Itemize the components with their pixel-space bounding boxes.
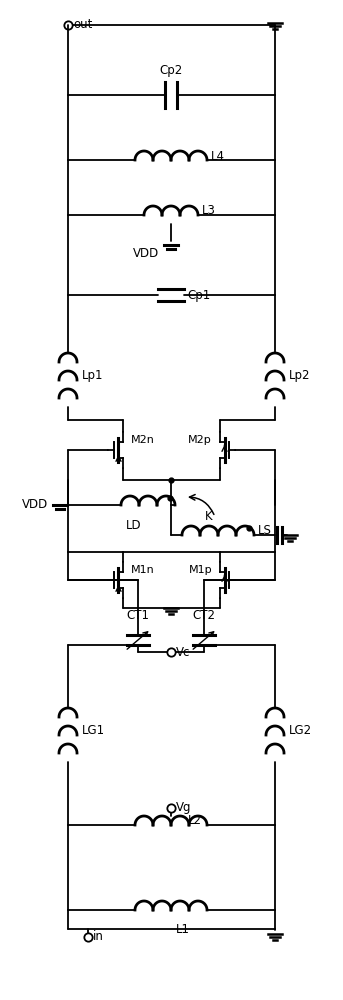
Text: LS: LS	[258, 524, 272, 538]
Text: L3: L3	[202, 205, 216, 218]
Text: L1: L1	[176, 923, 190, 936]
Text: L4: L4	[211, 149, 225, 162]
Text: M1p: M1p	[188, 565, 212, 575]
Text: VDD: VDD	[22, 498, 48, 512]
Text: out: out	[73, 18, 92, 31]
Text: CT2: CT2	[192, 609, 215, 622]
Text: M2p: M2p	[188, 435, 212, 445]
Text: Vc: Vc	[176, 646, 190, 658]
Text: Cp2: Cp2	[159, 64, 182, 77]
Text: L2: L2	[188, 814, 202, 828]
Text: K: K	[205, 510, 213, 523]
Text: Cp1: Cp1	[187, 288, 210, 302]
Text: Lp1: Lp1	[82, 368, 104, 381]
Text: M2n: M2n	[131, 435, 155, 445]
Text: Vg: Vg	[176, 802, 191, 814]
Text: Lp2: Lp2	[289, 368, 310, 381]
FancyArrowPatch shape	[189, 495, 214, 514]
Text: VDD: VDD	[133, 247, 159, 260]
Text: M1n: M1n	[131, 565, 155, 575]
Text: CT1: CT1	[127, 609, 150, 622]
Text: LD: LD	[126, 519, 142, 532]
Text: in: in	[93, 930, 104, 944]
Text: LG2: LG2	[289, 724, 312, 736]
Text: LG1: LG1	[82, 724, 105, 736]
